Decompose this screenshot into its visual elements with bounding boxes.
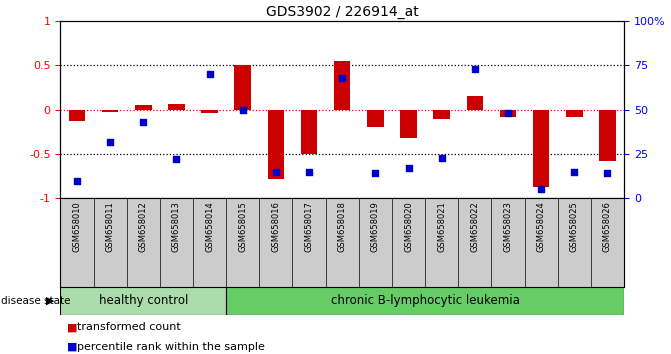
Text: ■: ■	[67, 342, 81, 352]
Title: GDS3902 / 226914_at: GDS3902 / 226914_at	[266, 5, 419, 19]
Bar	[500, 110, 516, 117]
Text: ▶: ▶	[46, 296, 54, 306]
Text: GSM658024: GSM658024	[537, 201, 546, 252]
Text: GSM658025: GSM658025	[570, 201, 579, 252]
Text: GSM658026: GSM658026	[603, 201, 612, 252]
Bar	[367, 110, 384, 127]
Bar	[566, 110, 582, 117]
Bar	[301, 110, 317, 154]
Point	[270, 169, 281, 175]
Bar	[60, 287, 226, 315]
Text: GSM658013: GSM658013	[172, 201, 181, 252]
Text: GSM658015: GSM658015	[238, 201, 247, 252]
Bar	[226, 287, 624, 315]
Text: GSM658010: GSM658010	[72, 201, 81, 252]
Point	[337, 75, 348, 81]
Point	[602, 171, 613, 176]
Point	[370, 171, 380, 176]
Text: ■: ■	[67, 322, 81, 332]
Bar	[400, 110, 417, 138]
Point	[470, 66, 480, 72]
Text: GSM658023: GSM658023	[503, 201, 513, 252]
Text: percentile rank within the sample: percentile rank within the sample	[77, 342, 265, 352]
Bar	[201, 110, 218, 113]
Point	[204, 72, 215, 77]
Text: disease state: disease state	[1, 296, 71, 306]
Text: GSM658014: GSM658014	[205, 201, 214, 252]
Text: GSM658012: GSM658012	[139, 201, 148, 252]
Text: GSM658021: GSM658021	[437, 201, 446, 252]
Text: GSM658020: GSM658020	[404, 201, 413, 252]
Bar	[68, 110, 85, 121]
Point	[72, 178, 83, 183]
Bar	[135, 105, 152, 110]
Text: GSM658022: GSM658022	[470, 201, 479, 252]
Text: healthy control: healthy control	[99, 295, 188, 307]
Point	[304, 169, 315, 175]
Bar	[102, 110, 118, 112]
Text: GSM658016: GSM658016	[271, 201, 280, 252]
Bar	[533, 110, 550, 187]
Point	[436, 155, 447, 160]
Point	[569, 169, 580, 175]
Point	[535, 187, 546, 192]
Text: GSM658017: GSM658017	[305, 201, 313, 252]
Bar	[433, 110, 450, 119]
Point	[403, 165, 414, 171]
Point	[138, 119, 149, 125]
Point	[171, 156, 182, 162]
Point	[503, 110, 513, 116]
Bar	[168, 104, 185, 110]
Bar	[334, 61, 350, 110]
Text: GSM658018: GSM658018	[338, 201, 347, 252]
Text: chronic B-lymphocytic leukemia: chronic B-lymphocytic leukemia	[331, 295, 519, 307]
Text: transformed count: transformed count	[77, 322, 181, 332]
Bar	[466, 97, 483, 110]
Text: GSM658011: GSM658011	[105, 201, 115, 252]
Text: GSM658019: GSM658019	[371, 201, 380, 252]
Bar	[268, 110, 285, 179]
Point	[238, 107, 248, 113]
Point	[105, 139, 115, 144]
Bar	[234, 65, 251, 110]
Bar	[599, 110, 616, 161]
